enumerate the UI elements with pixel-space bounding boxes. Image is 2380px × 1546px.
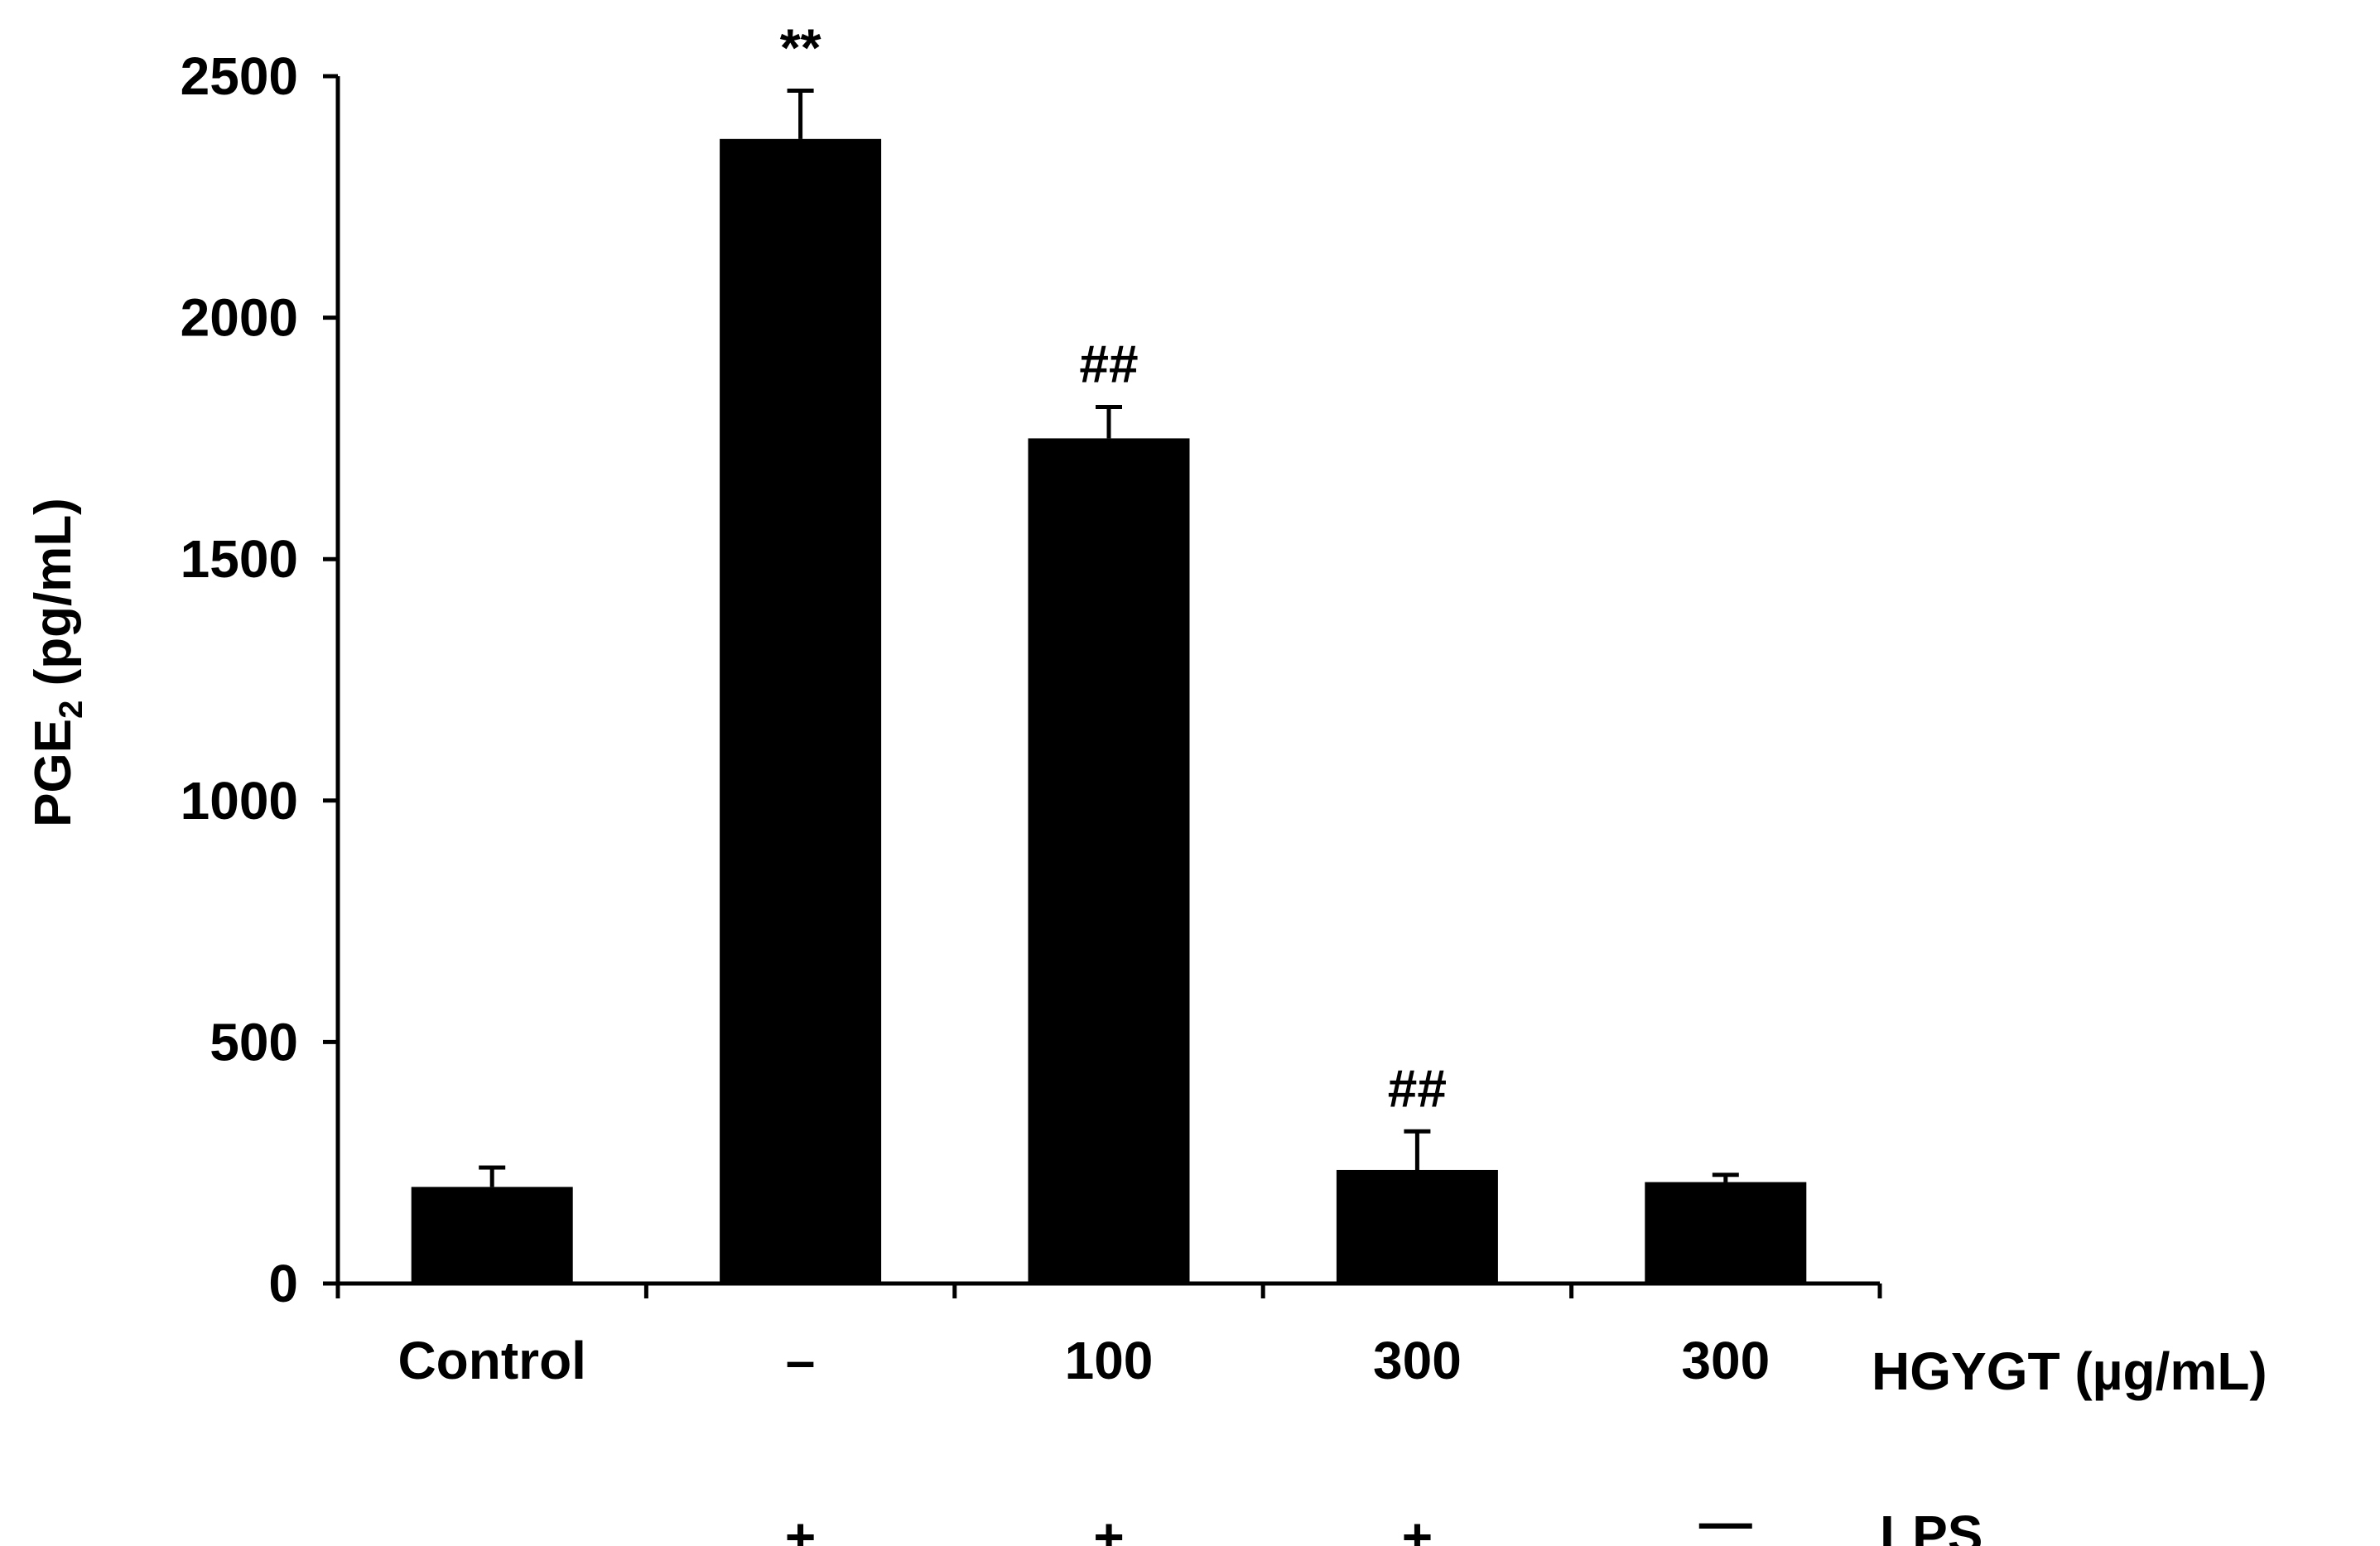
lps-indicator: —: [1699, 1492, 1752, 1546]
category-label: Control: [397, 1331, 586, 1390]
y-axis-label: PGE2 (pg/mL): [25, 498, 89, 827]
bar: [1645, 1182, 1807, 1284]
treatment-row-label: HGYGT (µg/mL): [1872, 1341, 2267, 1401]
category-label: 100: [1065, 1331, 1154, 1390]
category-label: –: [786, 1331, 816, 1390]
lps-row-label: LPS: [1880, 1505, 1983, 1546]
category-label: 300: [1681, 1331, 1770, 1390]
y-axis-label-subscript: 2: [53, 701, 89, 719]
lps-indicator: +: [785, 1507, 816, 1546]
y-axis-label-unit: (pg/mL): [25, 498, 82, 701]
y-tick-label: 2500: [181, 46, 298, 106]
y-tick-label: 2000: [181, 288, 298, 348]
lps-indicator: +: [1093, 1507, 1124, 1546]
plot-area: 0 500 1000 1500 2000 2500 Control ** – + ## 100 + ## 3…: [181, 17, 1882, 1546]
bar: [1028, 438, 1190, 1284]
significance-annotation: **: [780, 17, 821, 77]
y-tick-label: 1500: [181, 529, 298, 589]
category-label: 300: [1373, 1331, 1462, 1390]
significance-annotation: ##: [1388, 1058, 1447, 1118]
significance-annotation: ##: [1079, 334, 1138, 393]
bar: [1336, 1169, 1498, 1284]
y-axis-label-main: PGE: [25, 719, 82, 827]
y-tick-label: 1000: [181, 771, 298, 831]
y-tick-label: 0: [268, 1254, 298, 1313]
bar: [720, 138, 882, 1284]
bar: [411, 1187, 573, 1284]
lps-indicator: +: [1402, 1507, 1433, 1546]
y-tick-label: 500: [210, 1012, 298, 1072]
